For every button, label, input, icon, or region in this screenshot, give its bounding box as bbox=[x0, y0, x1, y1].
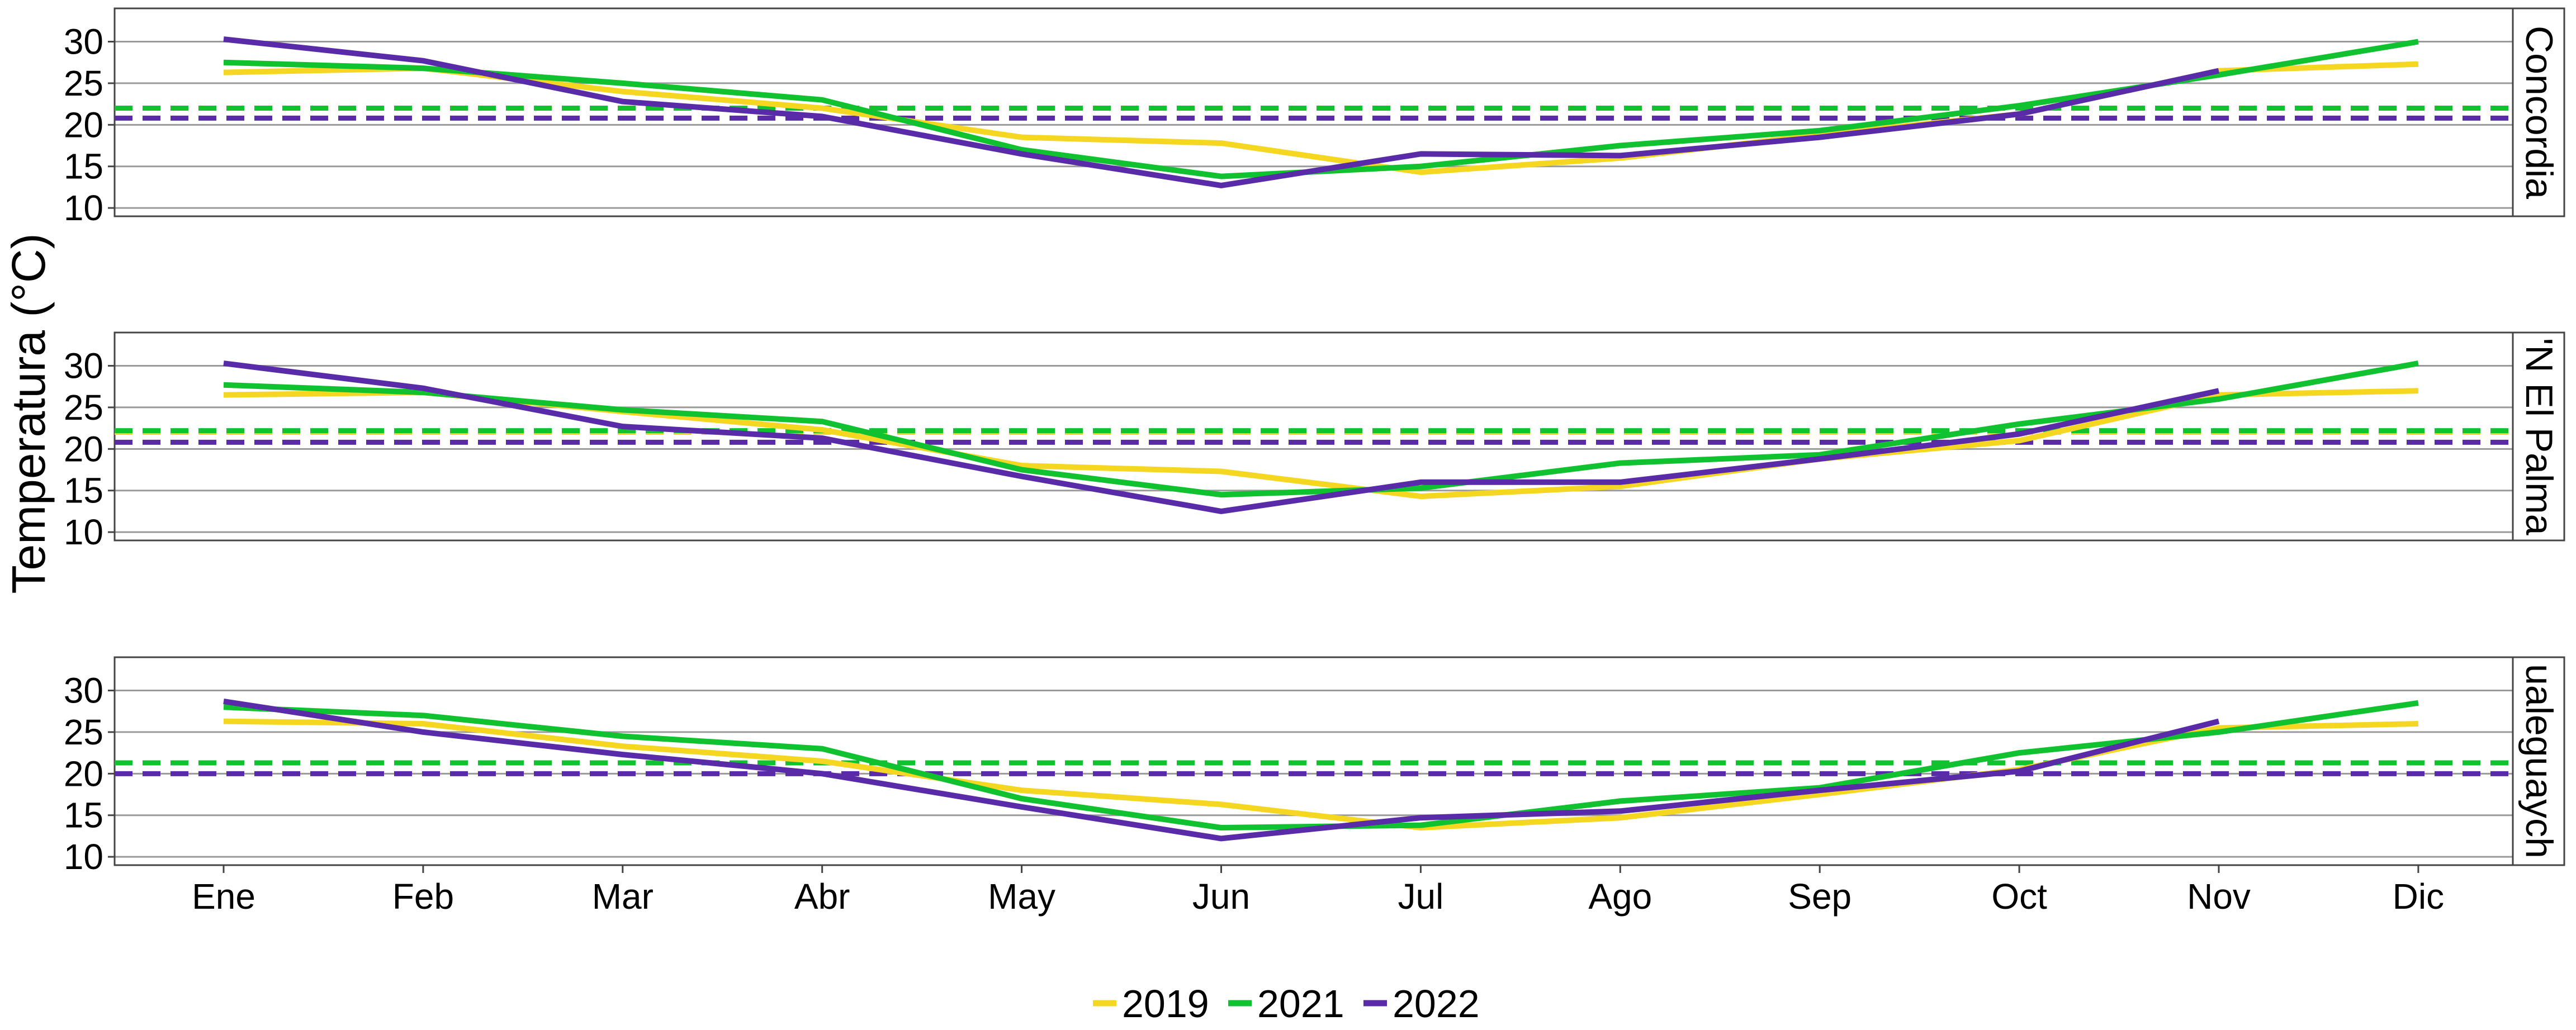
facet-strip-label: 'N El Palma bbox=[2518, 338, 2560, 535]
x-tick-label: Ago bbox=[1588, 876, 1652, 917]
facet-strip bbox=[2512, 656, 2565, 866]
plot-area bbox=[115, 698, 2513, 842]
legend-label-2019: 2019 bbox=[1122, 982, 1209, 1026]
x-tick-label: Abr bbox=[794, 876, 850, 917]
facet-strip bbox=[2512, 7, 2565, 217]
y-tick-label: 15 bbox=[64, 795, 103, 836]
y-tick-label: 30 bbox=[64, 671, 103, 711]
series-line-2022 bbox=[223, 360, 2220, 514]
x-axis: Ene Feb Mar Abr May Jun Jul Ago Sep Oct Nov Dic bbox=[192, 865, 2444, 917]
y-tick-label: 20 bbox=[64, 753, 103, 794]
x-tick-label: Oct bbox=[1991, 876, 2047, 917]
plot-area bbox=[115, 36, 2513, 188]
y-tick-label: 25 bbox=[64, 387, 103, 428]
x-tick-label: Dic bbox=[2393, 876, 2444, 917]
facet-strip-label: ualeguaych bbox=[2518, 664, 2560, 858]
facet-strip bbox=[2512, 331, 2565, 542]
x-tick-label: Jun bbox=[1192, 876, 1250, 917]
x-tick-label: Mar bbox=[592, 876, 654, 917]
series-line-2022 bbox=[223, 698, 2220, 842]
legend-label-2021: 2021 bbox=[1257, 982, 1344, 1026]
y-tick-label: 15 bbox=[64, 146, 103, 187]
y-tick-label: 30 bbox=[64, 22, 103, 62]
x-tick-label: Feb bbox=[392, 876, 454, 917]
plot-area bbox=[115, 360, 2513, 514]
x-tick-label: May bbox=[988, 876, 1055, 917]
y-tick-label: 25 bbox=[64, 63, 103, 103]
facet-strip-label: Concordia bbox=[2518, 26, 2560, 199]
y-axis-title: Temperatura (°C) bbox=[2, 233, 55, 594]
y-tick-label: 30 bbox=[64, 346, 103, 386]
facet-strip-clip: Concordia bbox=[2518, 26, 2560, 199]
series-line-2021 bbox=[223, 360, 2419, 498]
panel-frame bbox=[113, 331, 2514, 542]
y-tick-label: 10 bbox=[64, 837, 103, 877]
facet-strip-clip: 'N El Palma bbox=[2518, 338, 2560, 535]
y-tick-label: 25 bbox=[64, 712, 103, 752]
y-tick-label: 15 bbox=[64, 471, 103, 511]
facet-strip-clip: ualeguaych bbox=[2518, 664, 2560, 858]
legend-label-2022: 2022 bbox=[1393, 982, 1480, 1026]
x-tick-label: Ene bbox=[192, 876, 255, 917]
y-tick-label: 10 bbox=[64, 188, 103, 228]
x-tick-label: Jul bbox=[1398, 876, 1443, 917]
legend: 2019 2021 2022 bbox=[1093, 982, 1480, 1026]
x-tick-label: Sep bbox=[1788, 876, 1852, 917]
y-tick-label: 10 bbox=[64, 512, 103, 552]
y-tick-label: 20 bbox=[64, 429, 103, 469]
x-tick-label: Nov bbox=[2187, 876, 2251, 917]
y-tick-label: 20 bbox=[64, 105, 103, 145]
panel-frame bbox=[113, 656, 2514, 866]
series-line-2022 bbox=[223, 36, 2220, 188]
panel-frame bbox=[113, 7, 2514, 217]
